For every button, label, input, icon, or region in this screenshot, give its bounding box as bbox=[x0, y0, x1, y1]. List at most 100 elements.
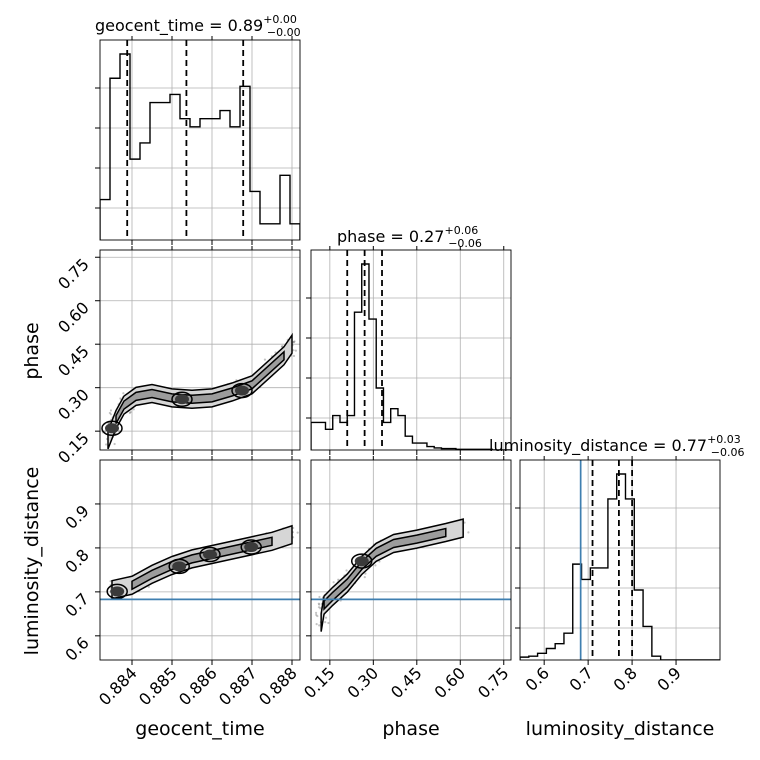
sample-point bbox=[132, 408, 135, 411]
xtick-label-luminosity_distance: 0.7 bbox=[566, 663, 597, 694]
density-peak-contour bbox=[240, 539, 262, 555]
density-peak bbox=[175, 394, 189, 405]
sample-point bbox=[327, 621, 330, 625]
grid-layer bbox=[100, 40, 720, 660]
density-peak bbox=[235, 385, 249, 396]
ytick-label-luminosity_distance: 0.6 bbox=[61, 633, 92, 664]
panel-1-0-content bbox=[101, 332, 297, 450]
sample-point bbox=[318, 624, 321, 627]
density-peak-contour bbox=[101, 420, 123, 437]
contour-fill-inner bbox=[132, 537, 272, 590]
ytick-label-luminosity_distance: 0.9 bbox=[61, 501, 92, 532]
xtick-label-geocent_time: 0.886 bbox=[175, 663, 221, 709]
sample-point bbox=[118, 430, 121, 433]
sample-point bbox=[315, 622, 318, 626]
xlabel-geocent-time: geocent_time bbox=[135, 718, 264, 740]
frame-layer: 0.150.300.450.600.750.8840.8850.8860.887… bbox=[54, 36, 721, 709]
sample-point bbox=[337, 578, 340, 581]
sample-point bbox=[332, 581, 335, 584]
density-peak bbox=[244, 542, 259, 553]
xtick-label-luminosity_distance: 0.8 bbox=[609, 663, 640, 694]
density-peak bbox=[172, 561, 187, 572]
sample-point bbox=[317, 602, 320, 605]
histogram-phase bbox=[311, 263, 511, 450]
density-peak-contour bbox=[350, 553, 373, 569]
sample-point bbox=[263, 358, 267, 361]
contour-inner bbox=[131, 536, 273, 591]
sample-point bbox=[105, 443, 108, 446]
sample-point bbox=[293, 340, 296, 343]
sample-point bbox=[292, 349, 295, 352]
xtick-label-phase: 0.30 bbox=[344, 663, 383, 702]
panel-1-1-frame bbox=[310, 249, 512, 451]
contour-outer bbox=[107, 332, 293, 450]
sample-point bbox=[104, 430, 107, 433]
sample-point bbox=[109, 580, 112, 583]
sample-point bbox=[345, 569, 348, 572]
sample-point bbox=[314, 611, 318, 614]
sample-point bbox=[281, 345, 284, 348]
density-peak-contour bbox=[106, 583, 128, 600]
sample-point bbox=[319, 607, 322, 610]
sample-point bbox=[324, 616, 328, 619]
contour-outer bbox=[320, 518, 464, 632]
density-peak-contour bbox=[171, 391, 193, 408]
panel-2-0-frame bbox=[99, 459, 301, 661]
xtick-label-geocent_time: 0.888 bbox=[255, 663, 301, 709]
panel-0-0-content bbox=[100, 40, 300, 240]
sample-point bbox=[324, 621, 327, 624]
sample-point bbox=[129, 410, 132, 414]
sample-point bbox=[363, 575, 366, 579]
sample-point bbox=[463, 521, 466, 524]
ytick-label-phase: 0.15 bbox=[54, 429, 93, 468]
xlabel-phase: phase bbox=[382, 718, 439, 740]
ytick-label-luminosity_distance: 0.7 bbox=[61, 589, 92, 620]
sample-point bbox=[317, 606, 321, 609]
ytick-label-phase: 0.60 bbox=[54, 298, 93, 337]
ytick-label-luminosity_distance: 0.8 bbox=[61, 545, 92, 576]
histogram-luminosity_distance bbox=[520, 473, 720, 660]
xtick-label-geocent_time: 0.887 bbox=[215, 663, 261, 709]
contour-inner bbox=[115, 350, 285, 424]
xtick-label-phase: 0.15 bbox=[300, 663, 339, 702]
panel-2-1-frame bbox=[310, 459, 512, 661]
sample-point bbox=[318, 595, 321, 599]
sample-point bbox=[374, 564, 377, 567]
sample-point bbox=[318, 603, 321, 606]
sample-point bbox=[292, 354, 296, 358]
panel-2-0-content bbox=[100, 524, 300, 601]
sample-point bbox=[292, 340, 295, 344]
sample-point bbox=[467, 531, 470, 534]
xlabel-luminosity-distance: luminosity_distance bbox=[526, 718, 715, 740]
xtick-label-geocent_time: 0.884 bbox=[95, 663, 141, 709]
ytick-label-phase: 0.30 bbox=[54, 385, 93, 424]
ylabel-phase: phase bbox=[21, 322, 43, 379]
ytick-label-phase: 0.45 bbox=[54, 342, 93, 381]
panel-2-1-content bbox=[311, 518, 511, 632]
xtick-label-geocent_time: 0.885 bbox=[135, 663, 181, 709]
density-peak-contour bbox=[168, 558, 190, 575]
panel-1-0-frame bbox=[99, 249, 301, 451]
sample-point bbox=[294, 349, 297, 352]
xtick-label-phase: 0.45 bbox=[387, 663, 426, 702]
sample-point bbox=[378, 560, 381, 563]
sample-point bbox=[109, 409, 113, 412]
xtick-label-phase: 0.75 bbox=[474, 663, 513, 702]
sample-point bbox=[316, 614, 319, 618]
contour-fill-outer bbox=[112, 525, 292, 599]
density-peak bbox=[110, 586, 125, 597]
density-peak bbox=[354, 556, 369, 567]
density-peak-contour bbox=[199, 546, 221, 563]
density-peak-contour bbox=[231, 382, 253, 399]
title-phase: phase = 0.27+0.06 −0.06 bbox=[337, 224, 482, 250]
panel-0-0-frame bbox=[99, 39, 301, 241]
contour-fill-outer bbox=[108, 335, 292, 449]
sample-point bbox=[122, 392, 125, 395]
title-luminosity-distance: luminosity_distance = 0.77+0.03 −0.06 bbox=[489, 433, 745, 459]
xtick-label-luminosity_distance: 0.9 bbox=[653, 663, 684, 694]
ylabel-luminosity-distance: luminosity_distance bbox=[21, 467, 43, 656]
density-peak bbox=[203, 549, 217, 560]
xtick-label-luminosity_distance: 0.6 bbox=[522, 663, 553, 694]
data-layer bbox=[100, 40, 720, 660]
